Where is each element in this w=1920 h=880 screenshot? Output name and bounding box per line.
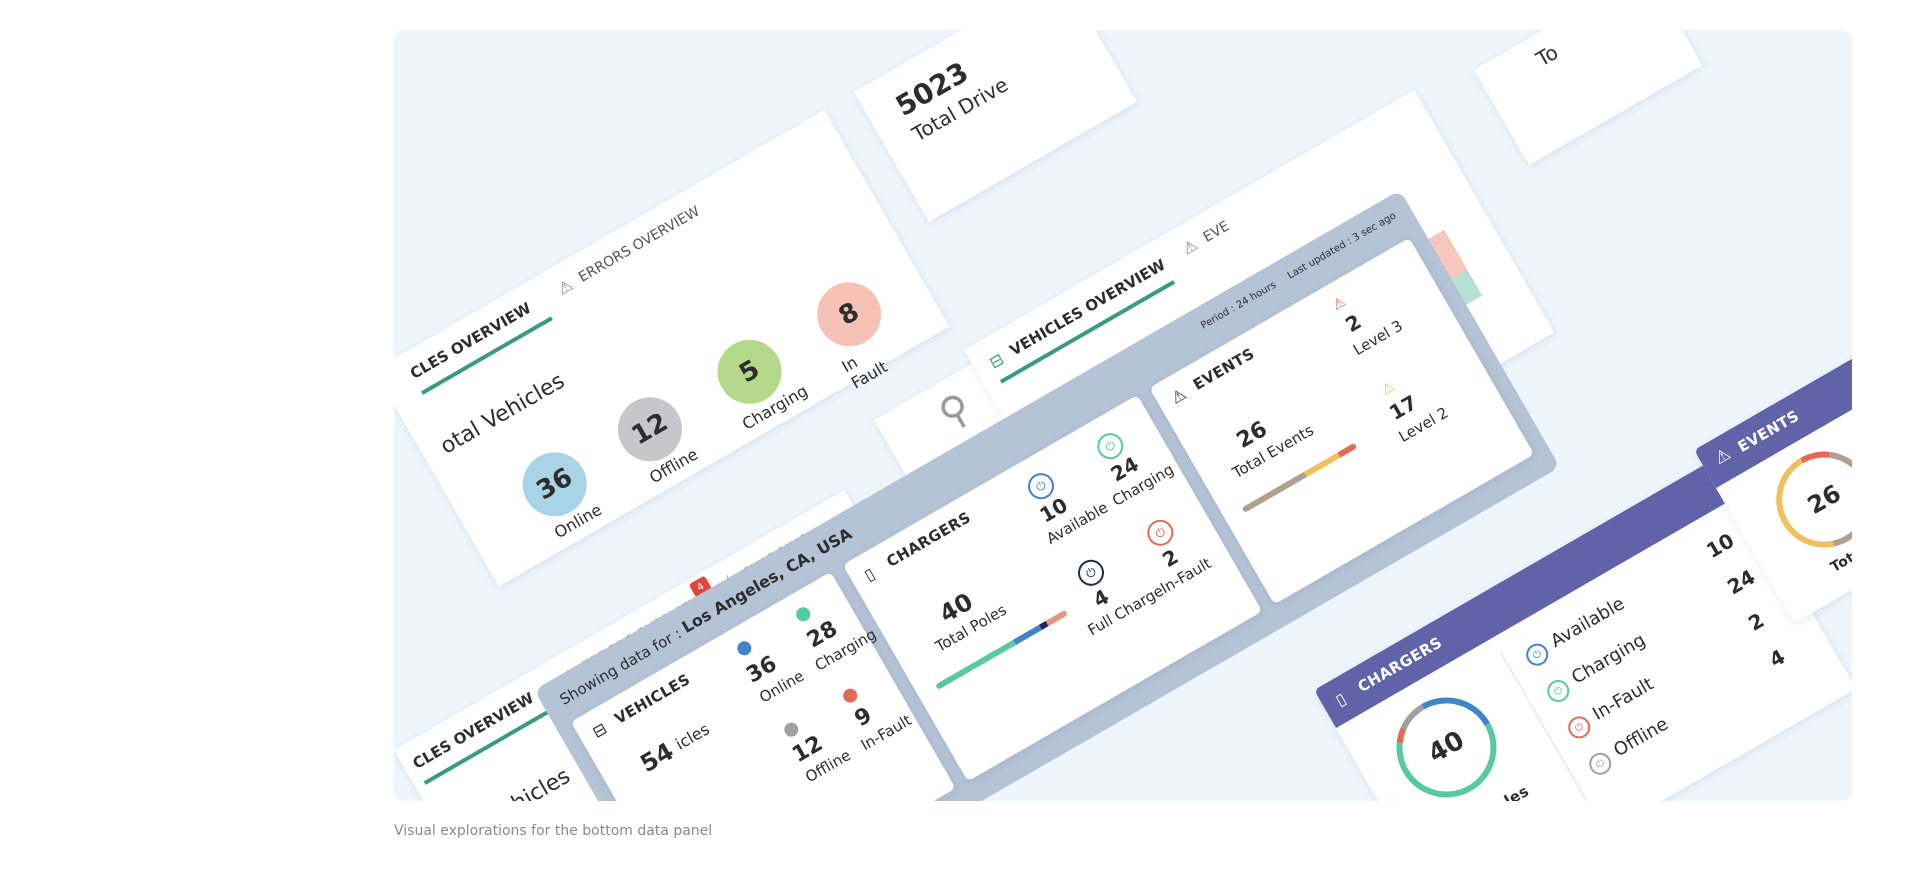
warning-icon: ⚠ [1178,234,1201,259]
v4-chargers-fullcharge: 4 [1088,584,1114,613]
artboard: CLES OVERVIEW ⚠ ERRORS OVERVIEW otal Veh… [394,30,1852,801]
v5-row-available-value: 10 [1702,528,1739,563]
v4-vehicles-infault: 9 [850,702,877,733]
warning-yellow-icon: ⚠ [1378,378,1398,399]
v4-vehicles-total-label: icles [672,719,713,754]
bus-icon: ⊟ [985,349,1007,373]
v1-distance-card: 5023 Total Drive [854,30,1137,222]
warning-icon: ⚠ [1167,384,1190,408]
v5-donut: 40 [1378,679,1515,801]
v5-events-title: EVENTS [1734,406,1803,456]
v5-row-infault-value: 2 [1744,607,1769,636]
v5-events-total-label: Tot [1827,549,1852,576]
plug-charging-icon: ⏻ [1543,675,1574,707]
v5-events-total: 26 [1802,479,1846,521]
v5-events-donut-hole: 26 [1766,442,1852,557]
v5-row-offline-value: 4 [1765,644,1790,673]
v3-tab-events[interactable]: EVE [1200,218,1233,246]
plug-fault-icon: ⏻ [1142,515,1179,551]
route-pin-icon: ⚲ [930,384,980,439]
plug-offline-icon: ⏻ [1585,748,1616,779]
v5-row-charging-value: 24 [1723,564,1760,600]
caption: Visual explorations for the bottom data … [394,823,713,839]
v5-total: 40 [1423,725,1470,770]
warning-icon: ⚠ [554,274,577,299]
stage: CLES OVERVIEW ⚠ ERRORS OVERVIEW otal Veh… [394,30,1852,801]
v4-vehicles-total: 54 [635,737,679,779]
v1-total-label: otal Vehicles [436,368,570,460]
v4-events-level3: 2 [1341,309,1366,338]
plug-fullcharge-icon: ⏻ [1073,555,1109,591]
v2-total-label: otal Vehicles [442,764,575,801]
v5-donut-hole: 40 [1386,687,1507,801]
v3-partial-label: To [1531,39,1563,72]
online-dot-icon [734,638,754,658]
alert-dot-icon [840,686,860,706]
v5-row-offline-label: Offline [1610,713,1672,762]
warning-red-icon: ⚠ [1329,293,1349,314]
v5-row-infault-label: In-Fault [1589,673,1658,725]
v4-chargers-title: CHARGERS [883,508,974,571]
bus-icon: ⊟ [588,718,611,742]
warning-icon: ⚠ [1711,444,1735,469]
charger-icon: ▯ [1332,688,1350,710]
offline-dot-icon [781,720,801,740]
plug-fault-icon: ⏻ [1564,712,1595,743]
v4-vehicles-title: VEHICLES [611,670,694,728]
v4-events-title: EVENTS [1190,344,1258,394]
v5-chargers-title: CHARGERS [1354,633,1446,696]
plug-available-icon: ⏻ [1522,639,1553,670]
v4-chargers-infault: 2 [1158,544,1183,573]
charger-icon: ▯ [860,563,879,585]
v3-partial-card: To [1474,30,1703,166]
charging-dot-icon [793,604,813,624]
v1-tab-errors[interactable]: ERRORS OVERVIEW [575,203,703,286]
v5-vehicles-header: ES [1014,800,1418,801]
